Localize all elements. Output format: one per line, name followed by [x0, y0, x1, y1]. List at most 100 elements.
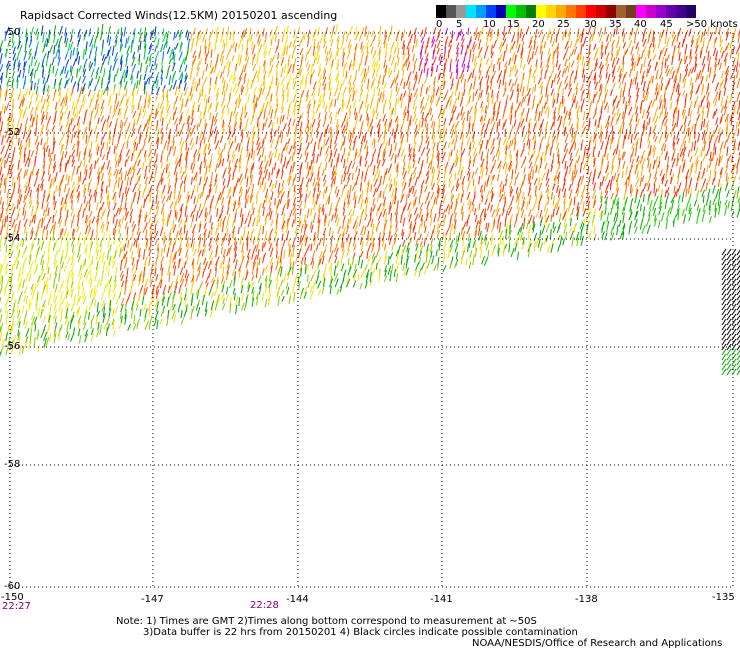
wind-vector: [384, 265, 388, 273]
wind-vector: [522, 133, 527, 143]
wind-vector: [694, 124, 696, 134]
wind-vector: [372, 197, 376, 206]
wind-vector: [353, 53, 356, 62]
wind-vector: [100, 115, 104, 123]
wind-vector: [510, 125, 514, 133]
wind-vector: [706, 176, 711, 186]
wind-vector: [11, 118, 15, 127]
wind-vector: [629, 78, 633, 89]
wind-vector: [280, 134, 284, 144]
wind-vector: [616, 174, 619, 186]
wind-vector: [341, 59, 344, 67]
wind-vector: [142, 272, 145, 284]
wind-vector: [615, 213, 619, 222]
wind-vector: [35, 168, 40, 176]
wind-vector: [367, 231, 370, 240]
wind-vector: [367, 242, 372, 252]
wind-vector: [375, 67, 379, 78]
wind-vector: [28, 39, 33, 48]
wind-vector: [712, 129, 715, 137]
wind-vector: [73, 130, 78, 138]
wind-vector: [300, 256, 304, 265]
wind-vector: [581, 68, 585, 78]
wind-vector: [108, 179, 111, 188]
wind-vector: [315, 275, 319, 284]
wind-vector: [513, 130, 518, 140]
wind-vector: [726, 190, 730, 198]
wind-vector: [214, 45, 217, 53]
wind-vector: [462, 246, 466, 254]
wind-vector: [557, 115, 561, 122]
wind-vector: [317, 69, 322, 77]
wind-vector: [136, 259, 139, 271]
wind-vector: [534, 186, 537, 197]
wind-vector: [42, 209, 46, 216]
wind-vector: [372, 62, 376, 72]
wind-vector: [345, 121, 349, 132]
wind-vector: [588, 140, 591, 151]
wind-vector: [403, 203, 407, 212]
wind-vector: [24, 89, 29, 97]
wind-vector: [537, 76, 542, 85]
wind-vector: [268, 98, 272, 107]
wind-vector: [714, 135, 719, 144]
wind-vector: [49, 273, 52, 281]
wind-vector: [401, 63, 404, 71]
wind-vector: [396, 47, 400, 59]
wind-vector: [276, 242, 278, 252]
wind-vector: [198, 203, 202, 211]
wind-vector: [145, 91, 148, 101]
wind-vector: [367, 122, 372, 133]
wind-vector: [730, 88, 735, 97]
wind-vector: [238, 265, 242, 272]
wind-vector: [209, 77, 212, 86]
wind-vector: [9, 192, 14, 203]
wind-vector: [370, 30, 375, 37]
wind-vector: [15, 128, 18, 139]
wind-vector: [88, 50, 92, 59]
wind-vector: [93, 40, 96, 49]
wind-vector: [593, 62, 598, 72]
wind-vector: [28, 48, 32, 55]
wind-vector: [126, 96, 130, 104]
wind-vector: [711, 177, 715, 185]
wind-vector: [113, 168, 118, 176]
wind-vector: [328, 91, 332, 101]
wind-vector: [383, 41, 386, 49]
wind-vector: [342, 128, 346, 138]
wind-vector: [655, 69, 659, 80]
wind-vector: [36, 196, 39, 205]
wind-vector: [42, 43, 47, 53]
wind-vector: [324, 112, 327, 120]
wind-vector: [130, 128, 136, 138]
wind-vector: [100, 106, 104, 116]
wind-vector: [726, 146, 729, 156]
wind-vector: [52, 242, 56, 251]
wind-vector: [274, 198, 276, 206]
wind-vector: [664, 98, 666, 109]
wind-vector: [720, 97, 724, 107]
wind-vector: [42, 272, 46, 281]
wind-vector: [502, 32, 507, 41]
wind-vector: [42, 52, 47, 60]
wind-vector: [214, 58, 219, 68]
wind-vector: [253, 245, 257, 252]
wind-vector: [318, 237, 322, 245]
wind-vector: [298, 40, 302, 47]
wind-vector: [175, 171, 178, 181]
wind-vector: [161, 106, 164, 115]
wind-vector: [420, 135, 424, 146]
wind-vector: [9, 244, 14, 252]
wind-vector: [562, 211, 567, 221]
wind-vector: [419, 87, 423, 97]
wind-vector: [203, 123, 208, 132]
wind-vector: [389, 102, 392, 110]
wind-vector: [179, 232, 183, 241]
wind-vector: [459, 28, 463, 37]
wind-vector: [198, 78, 201, 86]
wind-vector: [262, 75, 266, 86]
wind-vector: [557, 122, 562, 131]
wind-vector: [299, 153, 303, 161]
wind-vector: [520, 57, 523, 68]
wind-vector: [15, 260, 20, 270]
